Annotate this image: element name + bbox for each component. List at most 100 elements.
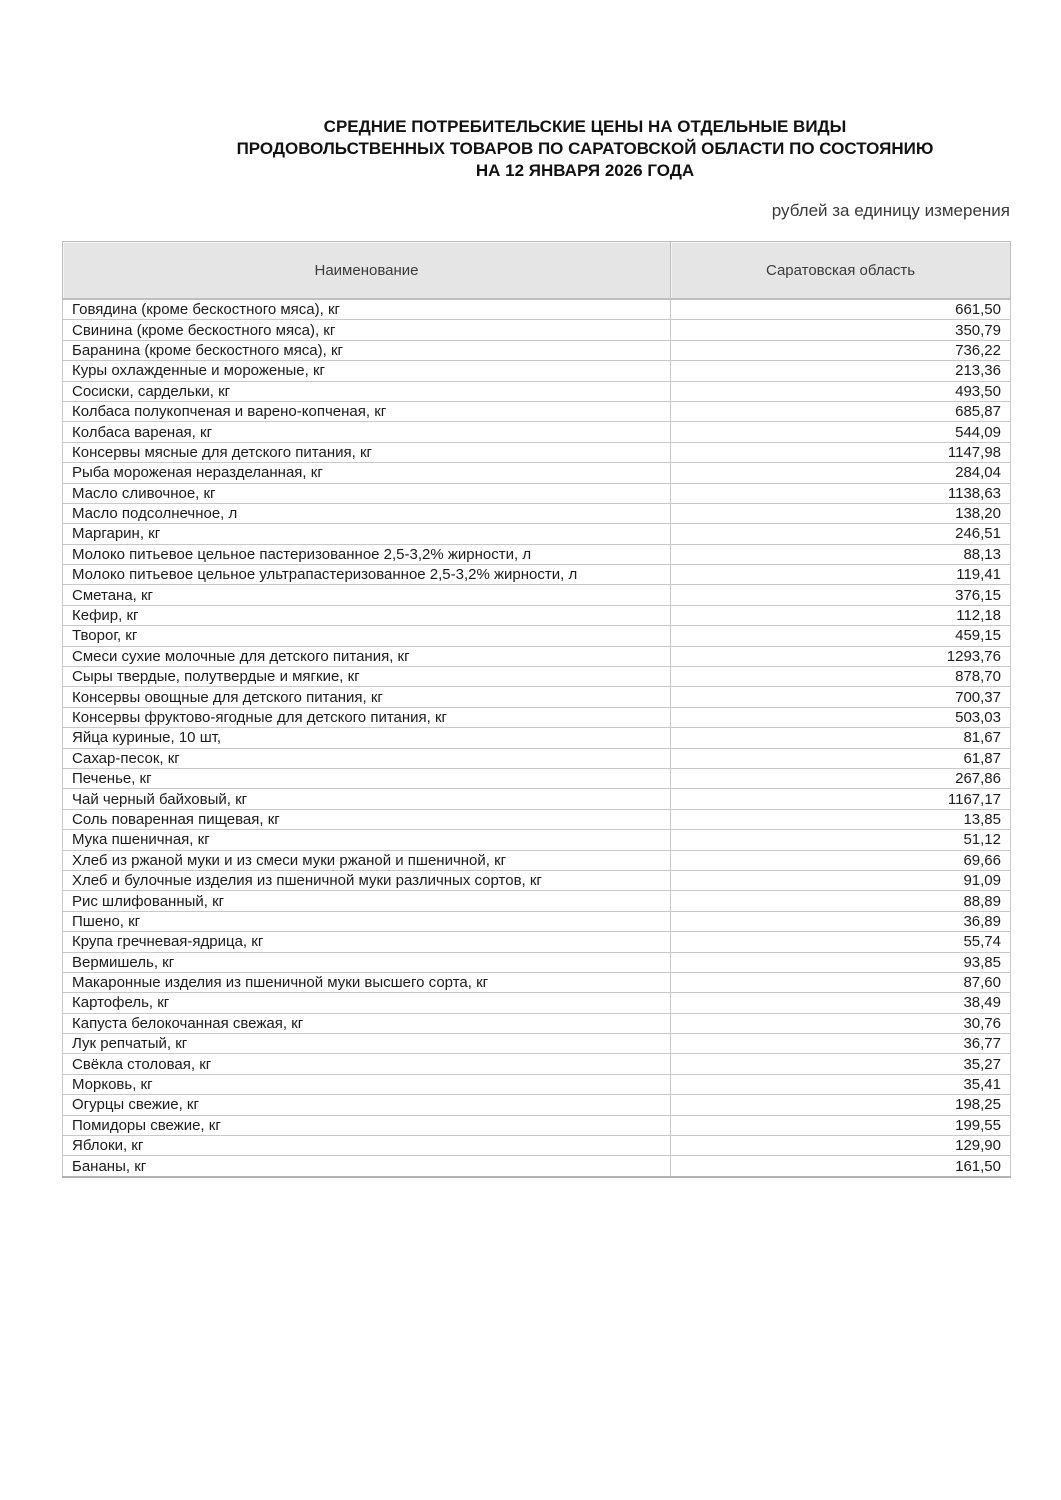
item-name: Сосиски, сардельки, кг [62, 380, 671, 402]
item-name: Помидоры свежие, кг [62, 1114, 671, 1137]
item-name: Печенье, кг [62, 767, 671, 790]
table-row: Сосиски, сардельки, кг 493,50 [62, 380, 1011, 402]
price-table: Наименование Саратовская область Говядин… [62, 241, 1011, 1178]
table-row: Рис шлифованный, кг 88,89 [62, 890, 1011, 912]
item-price: 700,37 [670, 686, 1011, 708]
table-row: Маргарин, кг 246,51 [62, 523, 1011, 545]
table-row: Пшено, кг 36,89 [62, 910, 1011, 933]
table-row: Творог, кг 459,15 [62, 625, 1011, 647]
item-price: 81,67 [670, 727, 1011, 749]
table-row: Колбаса полукопченая и варено-копченая, … [62, 400, 1011, 423]
item-price: 1293,76 [670, 645, 1011, 668]
item-price: 267,86 [670, 767, 1011, 790]
item-price: 93,85 [670, 951, 1011, 973]
item-price: 138,20 [670, 502, 1011, 525]
table-body: Говядина (кроме бескостного мяса), кг 661… [62, 298, 1011, 1178]
item-price: 1138,63 [670, 482, 1011, 504]
item-price: 736,22 [670, 339, 1011, 362]
table-row: Морковь, кг 35,41 [62, 1073, 1011, 1096]
item-price: 61,87 [670, 747, 1011, 769]
item-name: Сыры твердые, полутвердые и мягкие, кг [62, 666, 671, 688]
item-price: 51,12 [670, 829, 1011, 851]
column-header-region: Саратовская область [670, 241, 1011, 300]
item-name: Сметана, кг [62, 584, 671, 606]
item-name: Консервы фруктово-ягодные для детского п… [62, 706, 671, 729]
units-note: рублей за единицу измерения [771, 201, 1010, 220]
table-row: Кефир, кг 112,18 [62, 604, 1011, 627]
item-name: Яблоки, кг [62, 1135, 671, 1157]
item-price: 544,09 [670, 421, 1011, 443]
item-price: 88,89 [670, 890, 1011, 912]
table-row: Говядина (кроме бескостного мяса), кг 661… [62, 298, 1011, 321]
item-name: Говядина (кроме бескостного мяса), кг [62, 298, 671, 321]
table-row: Смеси сухие молочные для детского питани… [62, 645, 1011, 668]
table-row: Яйца куриные, 10 шт, 81,67 [62, 727, 1011, 749]
item-name: Творог, кг [62, 625, 671, 647]
item-name: Кефир, кг [62, 604, 671, 627]
table-row: Помидоры свежие, кг 199,55 [62, 1114, 1011, 1137]
item-price: 503,03 [670, 706, 1011, 729]
item-name: Консервы мясные для детского питания, кг [62, 441, 671, 464]
item-name: Баранина (кроме бескостного мяса), кг [62, 339, 671, 362]
table-row: Масло подсолнечное, л 138,20 [62, 502, 1011, 525]
item-name: Соль поваренная пищевая, кг [62, 808, 671, 831]
item-name: Колбаса вареная, кг [62, 421, 671, 443]
item-name: Рыба мороженая неразделанная, кг [62, 462, 671, 484]
table-row: Свёкла столовая, кг 35,27 [62, 1053, 1011, 1075]
item-price: 685,87 [670, 400, 1011, 423]
item-name: Маргарин, кг [62, 523, 671, 545]
table-header-row: Наименование Саратовская область [62, 241, 1011, 300]
item-name: Куры охлажденные и мороженые, кг [62, 360, 671, 382]
item-name: Консервы овощные для детского питания, к… [62, 686, 671, 708]
table-row: Масло сливочное, кг 1138,63 [62, 482, 1011, 504]
table-row: Лук репчатый, кг 36,77 [62, 1033, 1011, 1055]
table-row: Хлеб из ржаной муки и из смеси муки ржан… [62, 849, 1011, 871]
item-name: Бананы, кг [62, 1155, 671, 1178]
item-name: Молоко питьевое цельное ультрапастеризов… [62, 564, 671, 586]
item-name: Пшено, кг [62, 910, 671, 933]
table-row: Чай черный байховый, кг 1167,17 [62, 788, 1011, 810]
item-price: 459,15 [670, 625, 1011, 647]
table-row: Соль поваренная пищевая, кг 13,85 [62, 808, 1011, 831]
item-price: 213,36 [670, 360, 1011, 382]
item-name: Макаронные изделия из пшеничной муки выс… [62, 971, 671, 994]
table-row: Свинина (кроме бескостного мяса), кг 350,… [62, 319, 1011, 341]
table-row: Молоко питьевое цельное ультрапастеризов… [62, 564, 1011, 586]
item-name: Свёкла столовая, кг [62, 1053, 671, 1075]
item-price: 30,76 [670, 1012, 1011, 1035]
item-price: 493,50 [670, 380, 1011, 402]
table-row: Рыба мороженая неразделанная, кг 284,04 [62, 462, 1011, 484]
item-price: 35,41 [670, 1073, 1011, 1096]
item-name: Мука пшеничная, кг [62, 829, 671, 851]
item-name: Масло подсолнечное, л [62, 502, 671, 525]
table-row: Макаронные изделия из пшеничной муки выс… [62, 971, 1011, 994]
table-row: Молоко питьевое цельное пастеризованное … [62, 543, 1011, 566]
item-price: 69,66 [670, 849, 1011, 871]
item-price: 88,13 [670, 543, 1011, 566]
item-price: 35,27 [670, 1053, 1011, 1075]
item-price: 1147,98 [670, 441, 1011, 464]
column-header-name: Наименование [62, 241, 671, 300]
item-price: 199,55 [670, 1114, 1011, 1137]
table-row: Вермишель, кг 93,85 [62, 951, 1011, 973]
item-price: 878,70 [670, 666, 1011, 688]
table-row: Баранина (кроме бескостного мяса), кг 736… [62, 339, 1011, 362]
item-price: 38,49 [670, 992, 1011, 1014]
item-name: Яйца куриные, 10 шт, [62, 727, 671, 749]
item-price: 198,25 [670, 1094, 1011, 1116]
table-row: Печенье, кг 267,86 [62, 767, 1011, 790]
item-name: Свинина (кроме бескостного мяса), кг [62, 319, 671, 341]
item-name: Смеси сухие молочные для детского питани… [62, 645, 671, 668]
table-row: Консервы фруктово-ягодные для детского п… [62, 706, 1011, 729]
item-price: 91,09 [670, 869, 1011, 892]
document-title: СРЕДНИЕ ПОТРЕБИТЕЛЬСКИЕ ЦЕНЫ НА ОТДЕЛЬНЫ… [236, 117, 934, 180]
item-price: 112,18 [670, 604, 1011, 627]
item-name: Хлеб и булочные изделия из пшеничной мук… [62, 869, 671, 892]
table-row: Огурцы свежие, кг 198,25 [62, 1094, 1011, 1116]
item-name: Картофель, кг [62, 992, 671, 1014]
item-name: Хлеб из ржаной муки и из смеси муки ржан… [62, 849, 671, 871]
item-price: 246,51 [670, 523, 1011, 545]
item-price: 376,15 [670, 584, 1011, 606]
table-row: Сметана, кг 376,15 [62, 584, 1011, 606]
